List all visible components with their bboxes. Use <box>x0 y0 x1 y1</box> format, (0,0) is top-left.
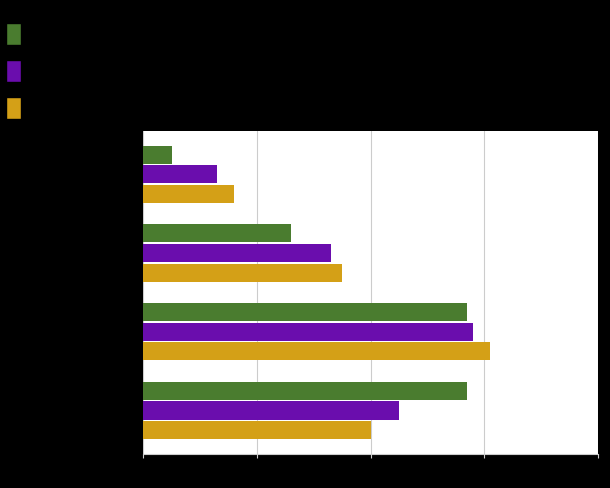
Bar <box>143 304 467 322</box>
Bar <box>143 343 490 361</box>
FancyBboxPatch shape <box>6 98 21 120</box>
Bar <box>143 185 234 203</box>
Text: Other areas north of Saltfjellet³: Other areas north of Saltfjellet³ <box>27 64 213 77</box>
Bar <box>143 323 473 341</box>
FancyBboxPatch shape <box>6 61 21 83</box>
Bar <box>143 146 172 164</box>
Bar <box>143 225 291 243</box>
Bar <box>143 382 467 400</box>
Text: The application area of the Sami Parliament subsidy schemes for business develop: The application area of the Sami Parliam… <box>27 28 554 41</box>
Bar <box>143 264 342 282</box>
Text: The whole country: The whole country <box>27 101 137 114</box>
FancyBboxPatch shape <box>6 24 21 46</box>
Bar <box>143 166 217 184</box>
Bar <box>143 421 370 439</box>
Bar <box>143 244 331 263</box>
Bar <box>143 402 399 420</box>
